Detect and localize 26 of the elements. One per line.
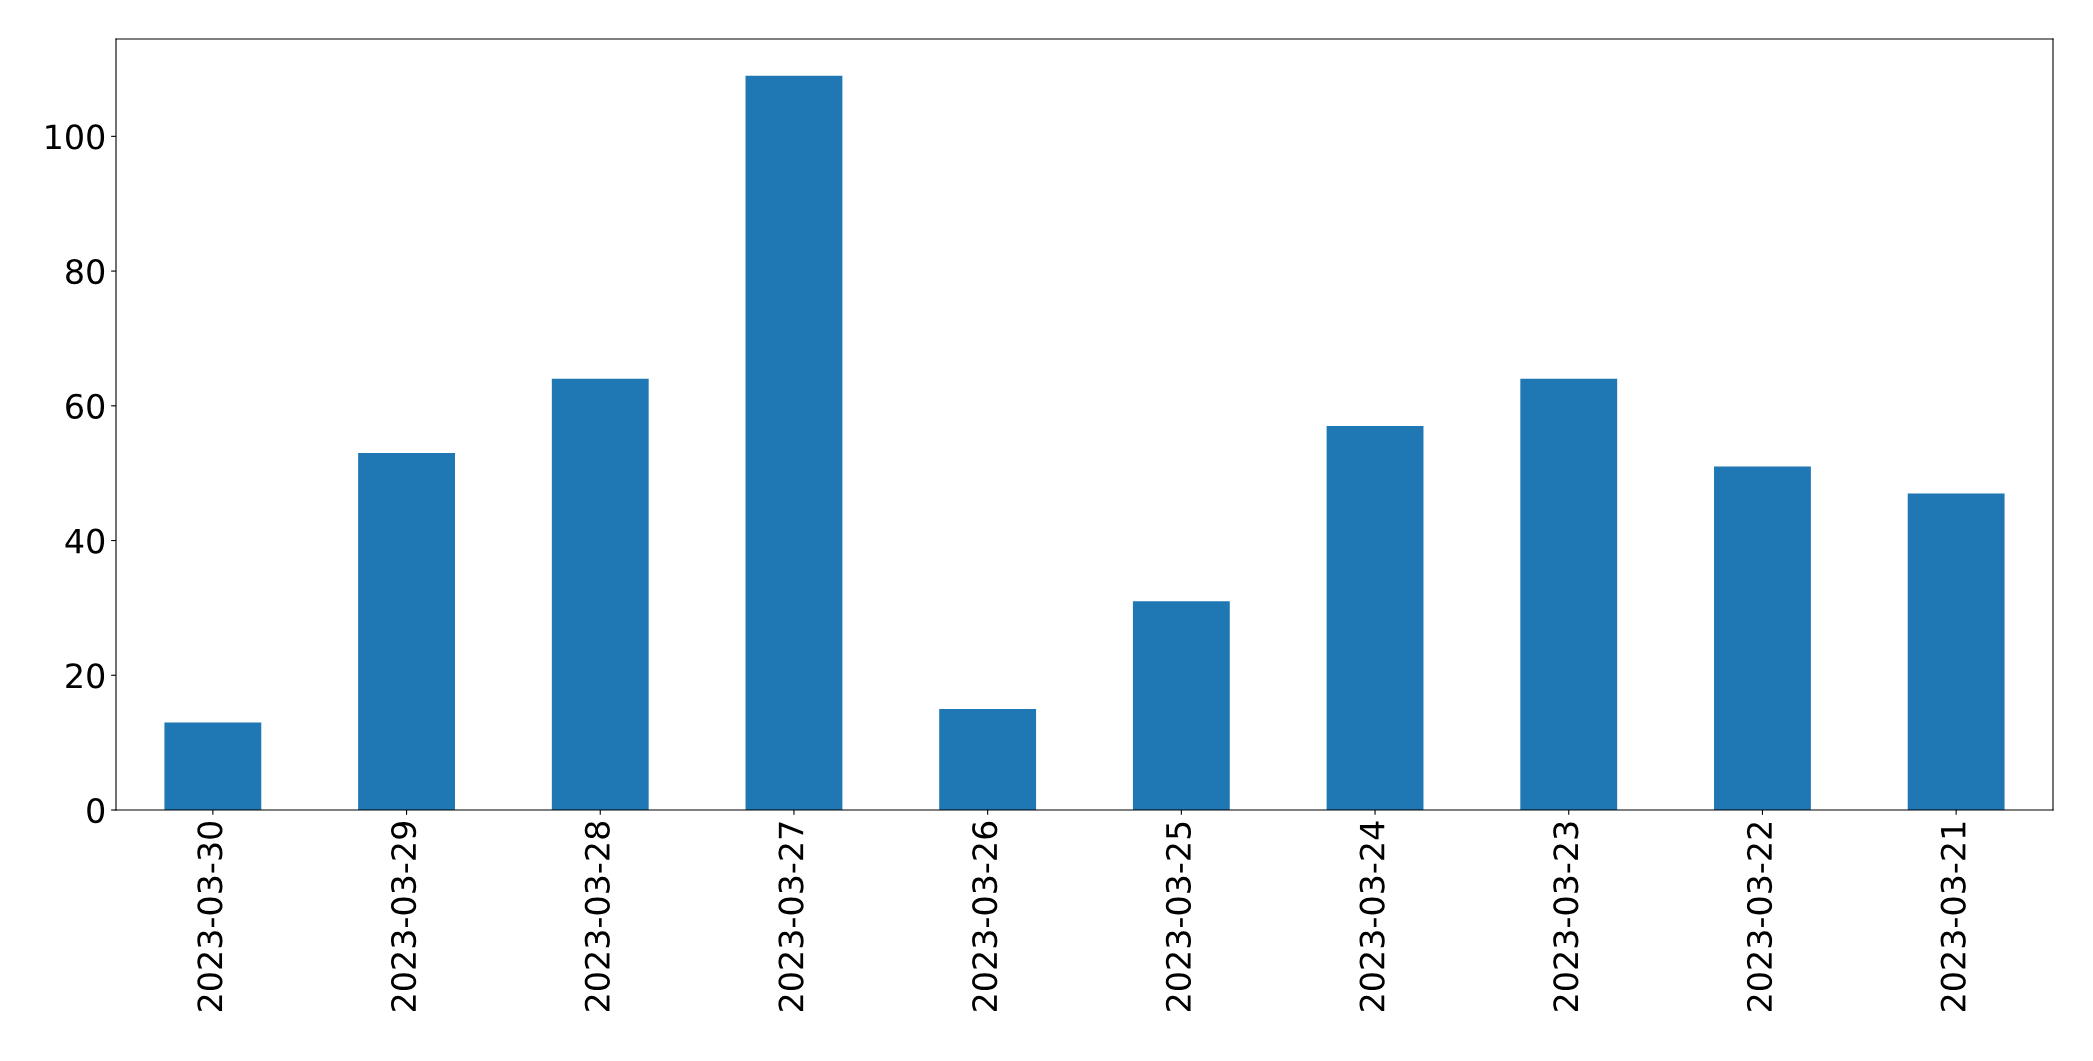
bar [1520, 378, 1618, 810]
x-tick-label: 2023-03-29 [391, 822, 417, 1011]
x-tick-label: 2023-03-28 [584, 822, 610, 1011]
bar [164, 722, 262, 810]
bar [1132, 601, 1230, 810]
y-tick-label: 0 [87, 797, 105, 824]
bar [1714, 466, 1811, 810]
y-tick-label: 100 [46, 124, 105, 150]
x-tick-label: 2023-03-30 [197, 821, 223, 1011]
y-tick-label: 80 [66, 259, 105, 285]
x-tick-label: 2023-03-23 [1553, 822, 1579, 1011]
x-tick-label: 2023-03-24 [1359, 821, 1385, 1011]
x-tick-label: 2023-03-21 [1940, 822, 1966, 1011]
y-tick-label: 40 [65, 528, 105, 554]
bar [551, 378, 649, 810]
x-tick-label: 2023-03-22 [1746, 823, 1773, 1011]
x-tick-label: 2023-03-27 [778, 822, 804, 1011]
x-tick-label: 2023-03-26 [972, 821, 998, 1011]
bar [1326, 426, 1424, 810]
bar [358, 452, 455, 810]
x-tick-label: 2023-03-25 [1165, 822, 1192, 1011]
bar [939, 708, 1037, 810]
y-tick-label: 60 [66, 393, 105, 419]
bar [745, 75, 843, 810]
y-tick-label: 20 [66, 663, 105, 689]
bar [1907, 493, 2005, 810]
